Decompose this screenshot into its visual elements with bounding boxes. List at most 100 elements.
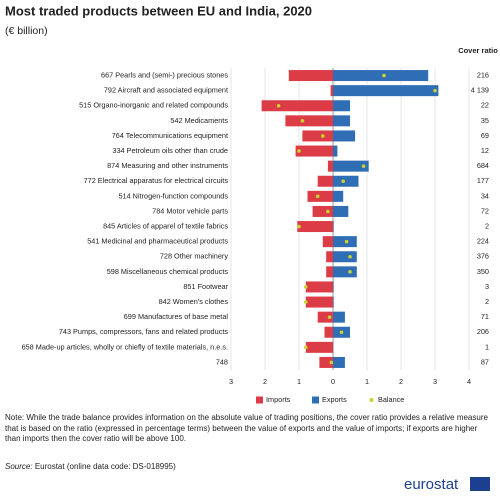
bar [333,221,334,233]
balance-marker [321,134,325,138]
bar [297,221,333,233]
legend-label: Exports [322,395,347,404]
bar [305,296,333,308]
bar [333,70,429,82]
bar [333,175,359,187]
balance-marker [344,239,349,244]
chart-title: Most traded products between EU and Indi… [5,3,312,18]
cover-ratio: 350 [477,267,489,276]
bar [333,115,350,127]
cover-ratio: 71 [481,312,489,321]
x-tick-label: 4 [467,377,471,386]
x-tick-label: 1 [297,377,301,386]
category-label: 764 Telecommunications equipment [112,131,228,140]
balance-marker [329,360,334,365]
cover-ratio: 72 [481,206,489,215]
balance-marker [361,164,366,168]
cover-ratio: 87 [481,357,489,366]
category-label: 845 Articles of apparel of textile fabri… [103,221,228,230]
category-label: 699 Manufactures of base metal [124,312,229,321]
category-label: 514 Nitrogen-function compounds [118,191,228,200]
balance-marker [348,270,352,274]
balance-marker [300,119,305,123]
bar [333,356,345,368]
bar [333,205,349,217]
cover-ratio: 4 139 [471,86,489,95]
bar [305,341,333,353]
cover-ratio: 376 [477,252,489,261]
category-label: 667 Pearls and (semi-) precious stones [101,70,228,79]
balance-marker [327,315,332,319]
category-label: 598 Miscellaneous chemical products [107,267,229,276]
cover-ratio: 34 [481,191,489,200]
balance-marker [315,194,320,199]
bar [261,100,333,112]
x-tick-label: 3 [433,377,437,386]
note: Note: While the trade balance provides i… [5,413,488,443]
balance-marker [433,88,437,93]
bar [305,281,333,293]
x-tick-label: 1 [365,377,369,386]
bar [333,281,334,293]
x-tick-label: 2 [263,377,267,386]
bar [333,266,357,278]
logo-flag [470,477,490,491]
bar [333,190,344,202]
chart-subtitle: (€ billion) [5,25,48,37]
bar [317,175,333,187]
balance-marker [348,254,352,259]
cover-ratio: 216 [477,70,489,79]
x-tick-label: 2 [399,377,403,386]
legend-swatch [369,398,374,402]
category-label: 515 Organo-inorganic and related compoun… [79,101,228,110]
cover-ratio: 2 [485,221,489,230]
balance-marker [276,103,281,108]
cover-ratio: 3 [485,282,489,291]
cover-ratio: 35 [481,116,489,125]
balance-marker [297,224,301,229]
source-label: Source: [5,462,33,471]
cover-ratio-title: Cover ratio [458,46,498,55]
cover-ratio: 177 [477,176,489,185]
bar [319,356,333,368]
bar [333,296,334,308]
bar [333,85,439,97]
cover-ratio: 224 [477,237,489,246]
cover-ratio: 2 [485,297,489,306]
category-label: 748 [216,357,228,366]
logo-text: eurostat [404,476,459,493]
balance-marker [297,149,301,153]
category-label: 334 Petroleum oils other than crude [112,146,228,155]
category-label: 792 Aircraft and associated equipment [104,86,228,95]
category-label: 842 Women's clothes [159,297,229,306]
balance-marker [382,73,386,78]
bar [333,130,356,142]
bar [333,160,369,172]
category-label: 743 Pumps, compressors, fans and related… [59,327,228,336]
category-label: 772 Electrical apparatus for electrical … [84,176,229,185]
cover-ratio: 69 [481,131,489,140]
balance-marker [304,345,308,350]
bar [322,236,333,248]
balance-marker [339,330,344,335]
bar [307,190,333,202]
legend-swatch [312,396,319,404]
legend-swatch [256,396,263,404]
bar [327,160,333,172]
balance-marker [341,179,346,184]
bar [326,266,333,278]
source-text: Eurostat (online data code: DS-018995) [34,462,176,471]
bar [333,251,357,263]
category-label: 851 Footwear [183,282,228,291]
cover-ratio: 1 [485,342,489,351]
source: Source: Eurostat (online data code: DS-0… [5,462,176,471]
bar [288,70,333,82]
cover-ratio: 684 [477,161,489,170]
bar [312,205,333,217]
x-tick-label: 3 [229,377,233,386]
x-tick-label: 0 [331,377,335,386]
balance-marker [326,209,330,214]
bar [302,130,333,142]
